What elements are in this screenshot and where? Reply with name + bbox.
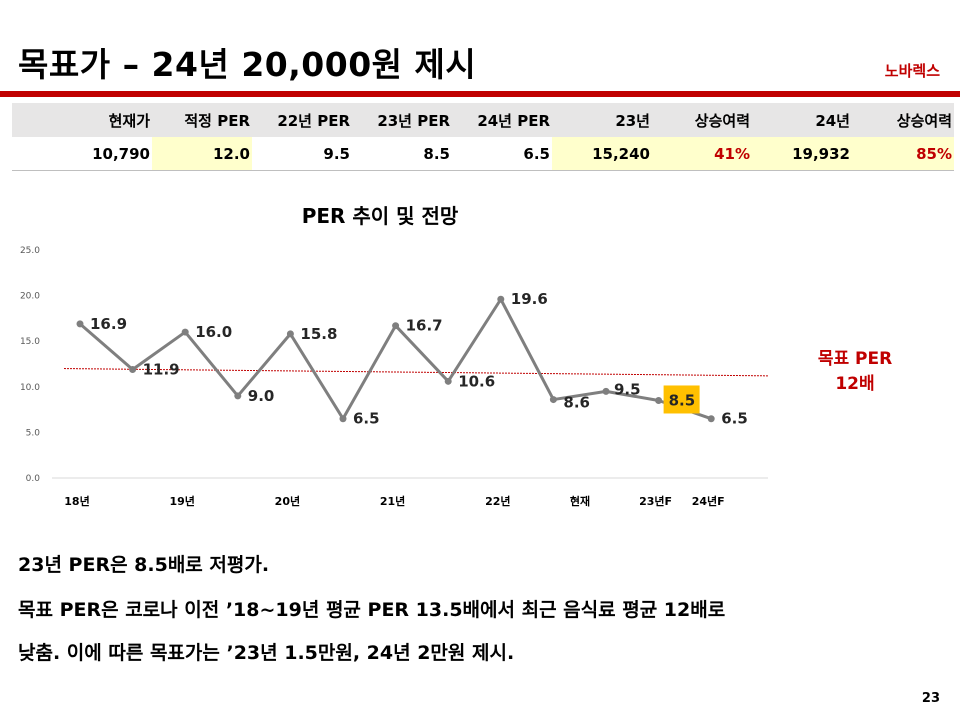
data-point (76, 320, 84, 328)
data-label: 6.5 (721, 410, 748, 428)
data-point (286, 330, 294, 338)
x-tick-label: 19년 (169, 494, 194, 508)
data-label: 8.6 (563, 394, 590, 412)
x-tick-label: 18년 (64, 494, 89, 508)
data-point (129, 365, 137, 373)
table-cell: 19,932 (752, 137, 852, 171)
page-title: 목표가 – 24년 20,000원 제시 (18, 45, 477, 84)
data-point (602, 387, 610, 395)
table-header-cell: 23년 PER (352, 103, 452, 137)
data-label: 11.9 (143, 360, 180, 378)
data-point (234, 392, 242, 400)
highlight-box (663, 385, 700, 414)
table-header-cell: 적정 PER (152, 103, 252, 137)
table-cell: 85% (852, 137, 954, 171)
per-line-chart: 0.0 5.0 10.0 15.0 20.0 25.0 18년 19년 20년 21년 22년 현재 2… (20, 246, 769, 508)
data-label: 9.0 (248, 387, 275, 405)
company-name: 노바렉스 (884, 62, 940, 80)
target-per-label-line1: 목표 PER (817, 349, 893, 369)
table-header-cell: 24년 PER (452, 103, 552, 137)
table-header-cell: 22년 PER (252, 103, 352, 137)
table-header-cell: 상승여력 (652, 103, 752, 137)
data-label: 19.6 (511, 290, 548, 308)
data-point (339, 415, 347, 423)
data-label: 16.7 (406, 317, 443, 335)
table-cell: 9.5 (252, 137, 352, 171)
data-point (655, 396, 663, 404)
table-header-cell: 현재가 (12, 103, 152, 137)
table-cell: 12.0 (152, 137, 252, 171)
data-label: 10.6 (458, 372, 495, 390)
table-cell: 15,240 (552, 137, 652, 171)
table-row: 10,790 12.0 9.5 8.5 6.5 15,240 41% 19,93… (12, 137, 954, 171)
y-tick-label: 0.0 (26, 474, 41, 484)
data-point (497, 295, 505, 303)
x-tick-label: 21년 (380, 494, 405, 508)
data-label: 6.5 (353, 410, 380, 428)
chart-title: PER 추이 및 전망 (301, 204, 459, 228)
data-label: 16.0 (195, 323, 232, 341)
data-label: 9.5 (614, 380, 641, 398)
x-tick-label: 22년 (485, 494, 510, 508)
y-tick-label: 20.0 (20, 292, 40, 302)
target-per-label: 목표 PER 12배 (800, 347, 910, 397)
table-cell: 10,790 (12, 137, 152, 171)
data-point (444, 377, 452, 385)
body-text-line-3: 낮춤. 이에 따른 목표가는 ’23년 1.5만원, 24년 2만원 제시. (18, 642, 515, 664)
target-per-trend-line (63, 368, 769, 377)
y-tick-label: 25.0 (20, 246, 40, 256)
data-label: 16.9 (90, 315, 127, 333)
page-number: 23 (921, 691, 940, 706)
table-header-cell: 24년 (752, 103, 852, 137)
table-header-row: 현재가 적정 PER 22년 PER 23년 PER 24년 PER 23년 상… (12, 103, 954, 137)
table-header-cell: 상승여력 (852, 103, 954, 137)
x-tick-label: 24년F (692, 494, 725, 508)
y-tick-label: 5.0 (26, 428, 41, 438)
data-point (707, 415, 715, 423)
body-text-line-2: 목표 PER은 코로나 이전 ’18~19년 평균 PER 13.5배에서 최근… (18, 599, 726, 621)
data-point (549, 396, 557, 404)
table-cell: 41% (652, 137, 752, 171)
valuation-table: 현재가 적정 PER 22년 PER 23년 PER 24년 PER 23년 상… (12, 103, 954, 171)
table-header-cell: 23년 (552, 103, 652, 137)
body-text-line-1: 23년 PER은 8.5배로 저평가. (18, 554, 270, 576)
data-point (392, 322, 400, 330)
x-tick-label: 현재 (570, 494, 590, 508)
title-divider (0, 91, 960, 97)
data-label: 15.8 (300, 325, 337, 343)
data-label: 8.5 (669, 391, 696, 409)
per-series-line (79, 297, 712, 421)
data-point (181, 328, 189, 336)
y-tick-label: 10.0 (20, 383, 40, 393)
table-cell: 8.5 (352, 137, 452, 171)
y-tick-label: 15.0 (20, 337, 40, 347)
target-per-label-line2: 12배 (835, 374, 875, 394)
x-tick-label: 23년F (639, 494, 672, 508)
table-cell: 6.5 (452, 137, 552, 171)
x-tick-label: 20년 (275, 494, 300, 508)
